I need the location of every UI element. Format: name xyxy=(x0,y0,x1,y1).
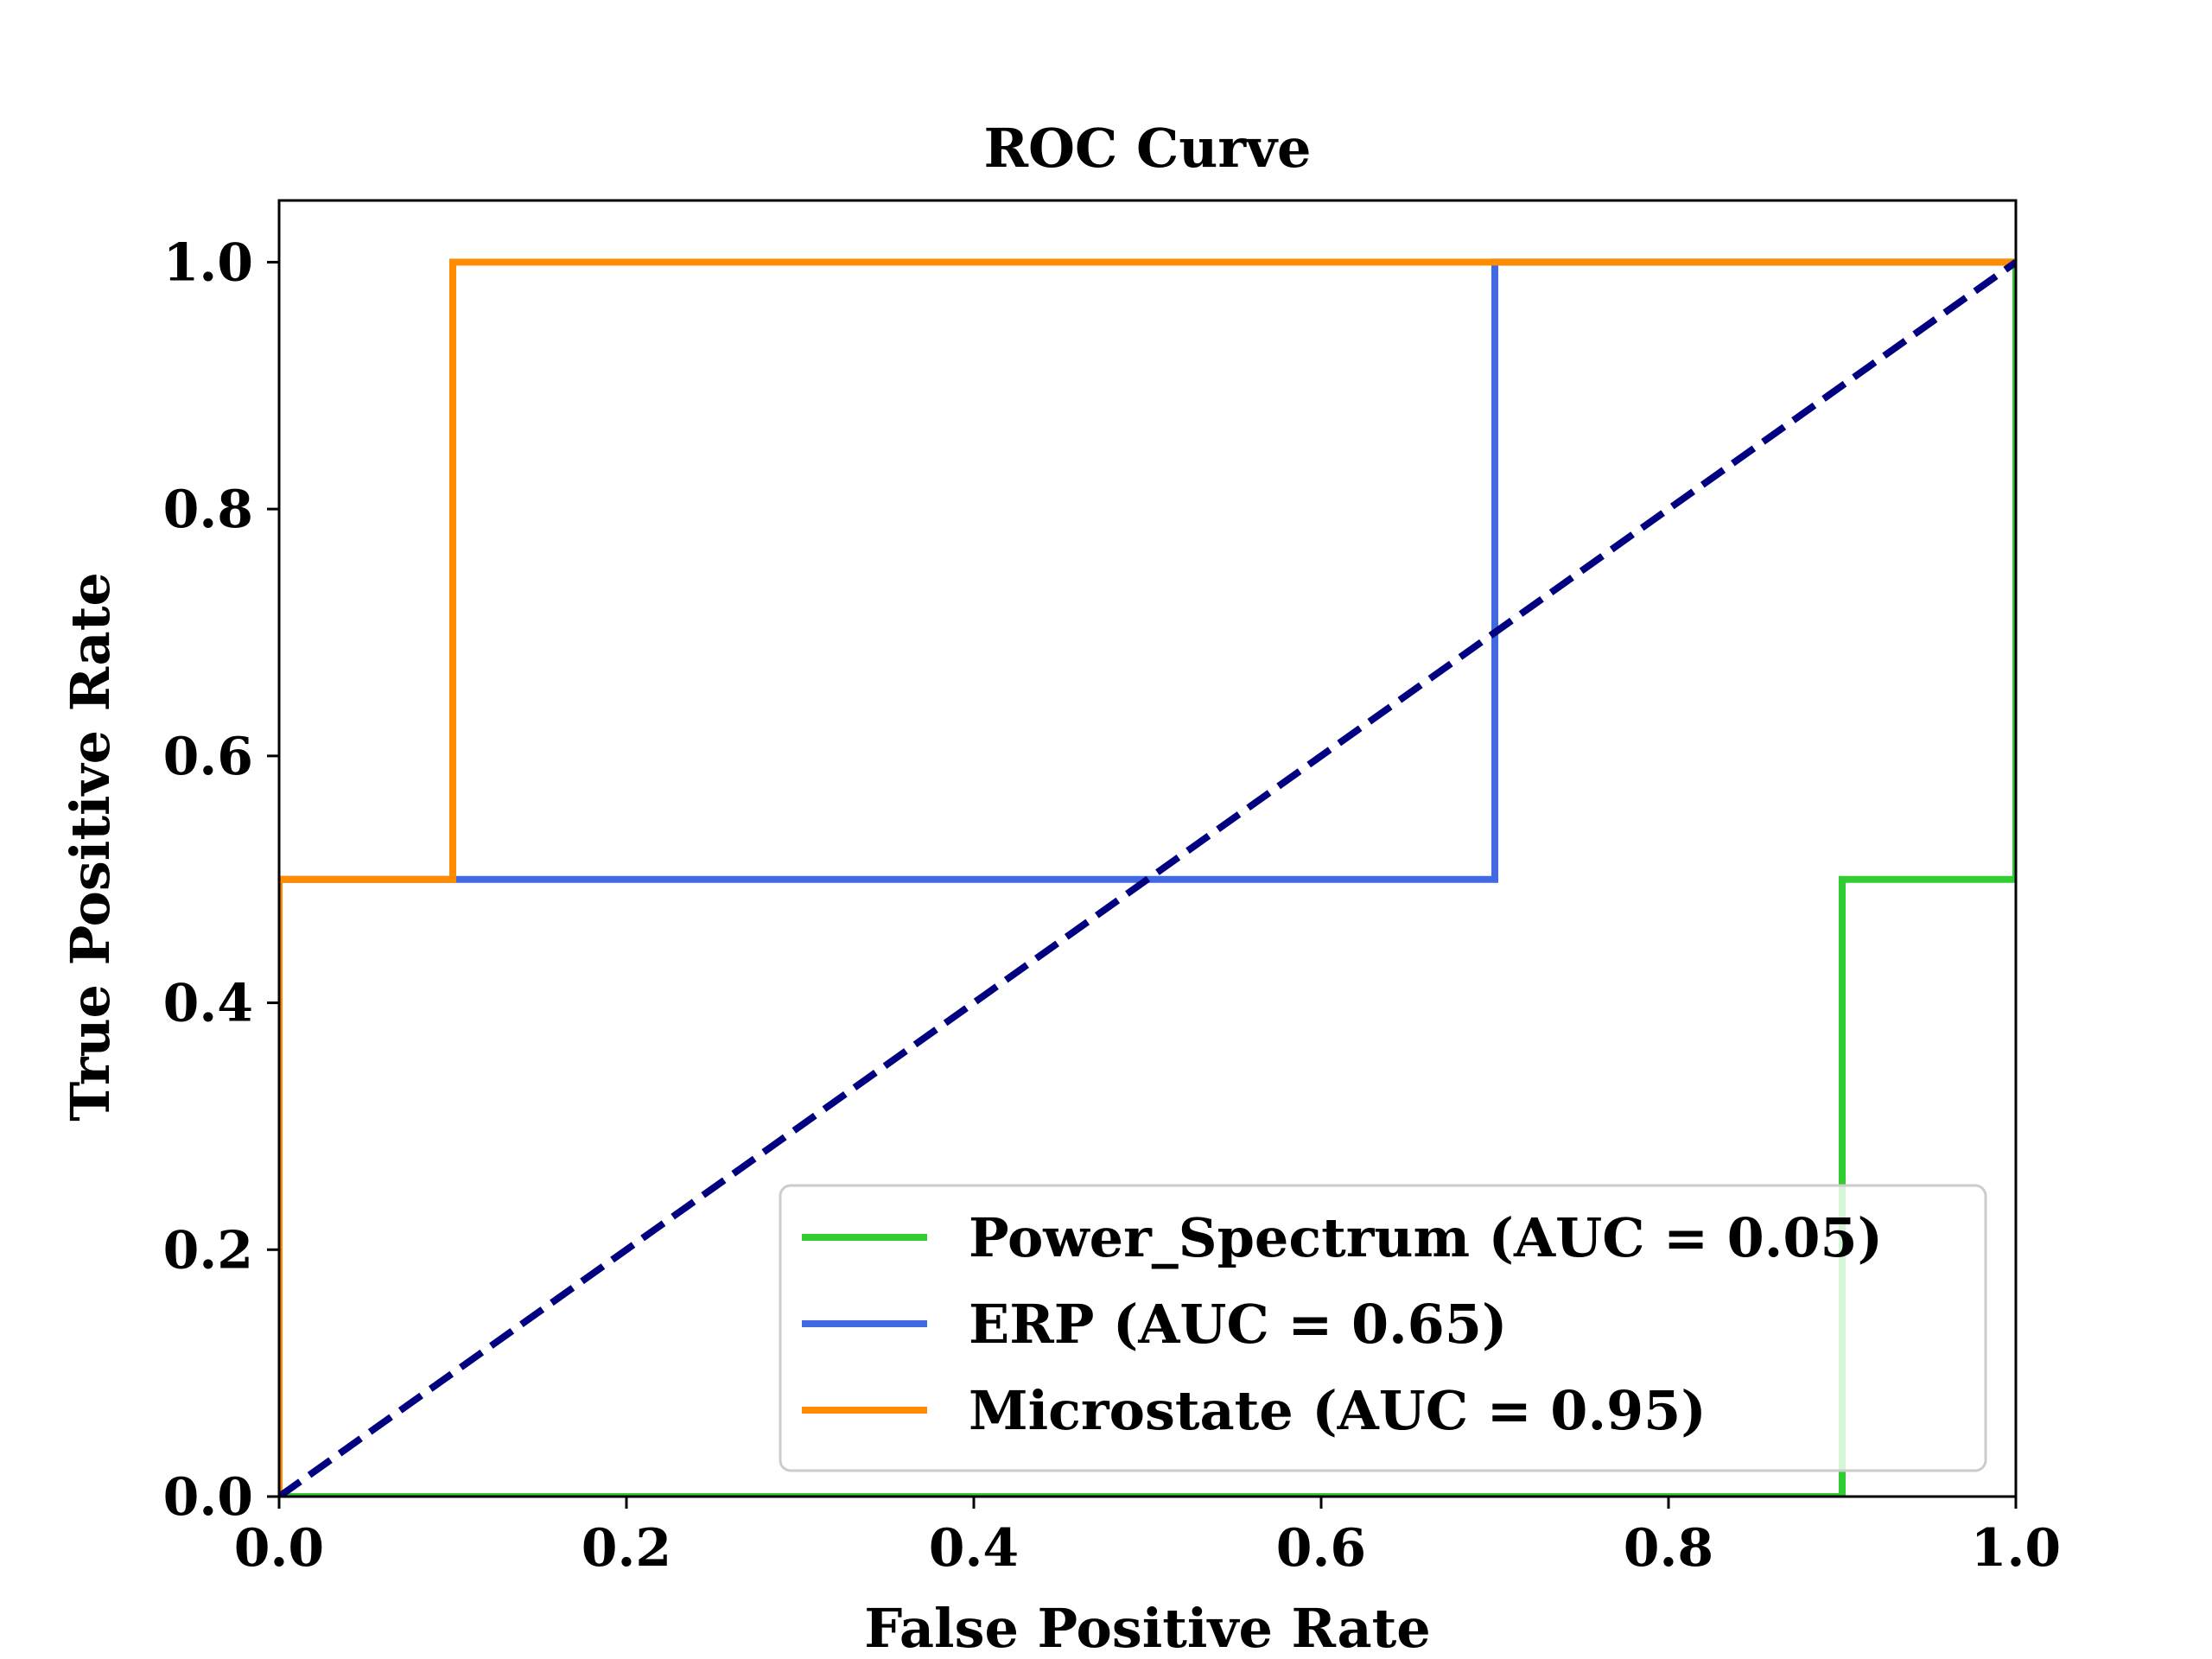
x-tick-label: 0.8 xyxy=(1624,1518,1713,1579)
y-tick-label: 0.2 xyxy=(163,1220,253,1281)
y-axis-label: True Positive Rate xyxy=(59,572,122,1122)
x-tick-label: 0.2 xyxy=(582,1518,671,1579)
y-tick-label: 1.0 xyxy=(163,232,253,293)
plot-area xyxy=(279,258,2016,1497)
y-axis-ticks: 0.0 0.2 0.4 0.6 0.8 1.0 xyxy=(163,232,279,1528)
x-tick-label: 0.0 xyxy=(234,1518,324,1579)
legend-label-2: Microstate (AUC = 0.95) xyxy=(969,1379,1707,1442)
x-tick-label: 1.0 xyxy=(1971,1518,2061,1579)
legend-label-1: ERP (AUC = 0.65) xyxy=(969,1293,1507,1356)
axes-frame xyxy=(277,199,2018,1498)
x-tick-label: 0.6 xyxy=(1276,1518,1366,1579)
y-tick-label: 0.4 xyxy=(163,974,253,1034)
x-tick-label: 0.4 xyxy=(929,1518,1019,1579)
x-axis-ticks: 0.0 0.2 0.4 0.6 0.8 1.0 xyxy=(234,1497,2061,1579)
series-line-0 xyxy=(279,262,2016,1497)
chart-title: ROC Curve xyxy=(983,117,1311,180)
y-tick-label: 0.6 xyxy=(163,727,253,787)
y-tick-label: 0.8 xyxy=(163,480,253,540)
legend: Power_Spectrum (AUC = 0.05) ERP (AUC = 0.… xyxy=(779,1184,1987,1472)
reference-diagonal-line xyxy=(279,259,2016,1497)
legend-label-0: Power_Spectrum (AUC = 0.05) xyxy=(969,1206,1883,1269)
legend-box xyxy=(779,1184,1987,1472)
x-axis-label: False Positive Rate xyxy=(864,1597,1431,1659)
y-tick-label: 0.0 xyxy=(163,1467,253,1528)
series-line-2 xyxy=(279,258,2016,1497)
